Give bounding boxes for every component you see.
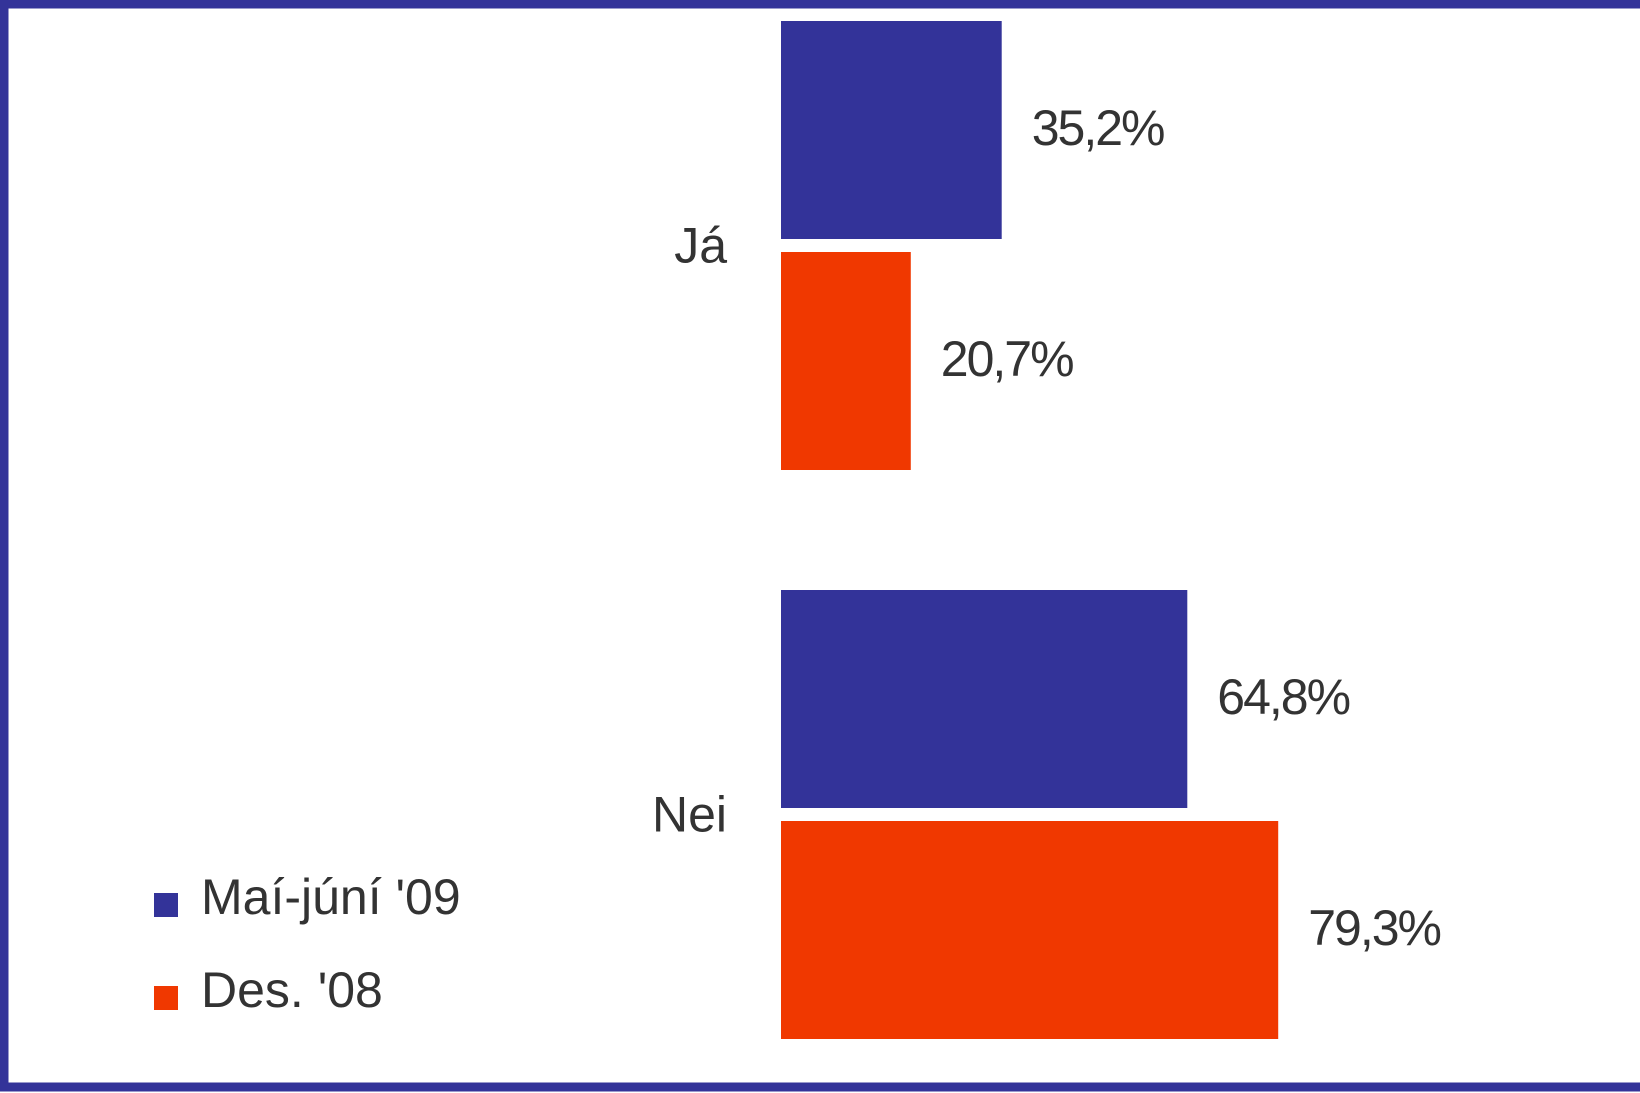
- bar: [781, 590, 1188, 808]
- value-label: 20,7%: [941, 331, 1073, 387]
- legend-label: Maí-júní '09: [201, 869, 461, 925]
- value-label: 64,8%: [1217, 669, 1349, 725]
- bar: [781, 821, 1279, 1039]
- legend-label: Des. '08: [201, 962, 383, 1018]
- value-label: 35,2%: [1032, 100, 1164, 156]
- category-label: Já: [674, 218, 727, 274]
- legend-swatch: [154, 986, 178, 1010]
- legend-swatch: [154, 893, 178, 917]
- category-label: Nei: [652, 787, 727, 843]
- bar: [781, 252, 911, 470]
- bar: [781, 21, 1002, 239]
- value-label: 79,3%: [1308, 900, 1440, 956]
